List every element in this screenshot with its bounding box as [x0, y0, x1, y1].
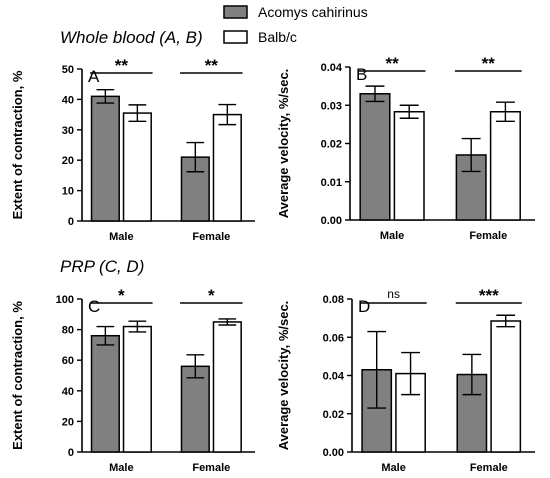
significance-label: ** [385, 54, 399, 73]
y-tick-label: 0 [68, 447, 74, 459]
bar [90, 334, 120, 453]
y-axis-label: Average velocity, %/sec. [276, 69, 291, 219]
bar [489, 111, 521, 221]
legend-swatch-balbc [223, 30, 248, 44]
x-tick-label: Male [381, 462, 405, 474]
legend: Acomys cahirinus Balb/c [223, 4, 368, 45]
x-tick-label: Female [470, 462, 508, 474]
legend-swatch-acomys [223, 5, 248, 19]
bar [359, 93, 391, 221]
significance-label: ** [482, 54, 496, 73]
x-tick-label: Female [192, 231, 230, 243]
y-tick-label: 20 [62, 416, 74, 428]
significance-label: * [208, 286, 215, 305]
y-tick-label: 80 [62, 325, 74, 337]
y-axis-label: Extent of contraction, % [10, 70, 25, 219]
y-tick-label: 40 [62, 386, 74, 398]
legend-label-acomys: Acomys cahirinus [258, 4, 368, 20]
y-tick-label: 0.01 [321, 177, 342, 189]
bar [490, 320, 522, 453]
y-tick-label: 0.00 [321, 215, 342, 227]
section-title-whole-blood: Whole blood (A, B) [60, 28, 203, 47]
x-tick-label: Male [109, 231, 133, 243]
bar [212, 321, 242, 453]
y-tick-label: 30 [62, 125, 74, 137]
bar [180, 365, 210, 453]
x-tick-label: Male [109, 462, 133, 474]
x-tick-label: Female [469, 230, 507, 242]
y-tick-label: 0.08 [323, 294, 344, 306]
y-tick-label: 0.02 [323, 409, 344, 421]
y-tick-label: 0.02 [321, 139, 342, 151]
panel-c: 0 20 40 60 80 100 Extent of contraction, % C Mal… [10, 286, 255, 474]
panel-d: 0.00 0.02 0.04 0.06 0.08 Average velocity, %/… [276, 286, 535, 474]
panel-b: 0.00 0.01 0.02 0.03 0.04 Average velocity, %/… [276, 54, 535, 242]
y-tick-label: 100 [56, 294, 74, 306]
section-title-prp: PRP (C, D) [60, 257, 144, 276]
panel-label: B [356, 65, 367, 84]
y-tick-label: 10 [62, 186, 74, 198]
x-tick-label: Male [380, 230, 404, 242]
legend-label-balbc: Balb/c [258, 29, 297, 45]
bar [122, 112, 152, 222]
panel-label: D [358, 297, 370, 316]
x-tick-label: Female [192, 462, 230, 474]
y-axis-label: Extent of contraction, % [10, 301, 25, 450]
y-tick-label: 20 [62, 155, 74, 167]
y-tick-label: 0 [68, 216, 74, 228]
significance-label: * [118, 286, 125, 305]
panel-a: 0 10 20 30 40 50 Extent of contraction, % A Male… [10, 56, 255, 243]
bar [212, 113, 242, 222]
bar [393, 111, 425, 221]
significance-label: ** [115, 56, 129, 75]
significance-label: ** [205, 56, 219, 75]
significance-label: *** [479, 286, 499, 305]
y-axis-label: Average velocity, %/sec. [276, 301, 291, 451]
y-tick-label: 0.04 [321, 62, 343, 74]
significance-label: ns [387, 287, 400, 301]
bar [90, 95, 120, 222]
panel-label: C [88, 297, 100, 316]
y-tick-label: 0.06 [323, 332, 344, 344]
y-tick-label: 0.00 [323, 447, 344, 459]
y-tick-label: 50 [62, 64, 74, 76]
bar [455, 154, 487, 221]
bar [122, 325, 152, 453]
panel-label: A [88, 67, 100, 86]
y-tick-label: 0.04 [323, 371, 345, 383]
y-tick-label: 40 [62, 94, 74, 106]
y-tick-label: 60 [62, 355, 74, 367]
y-tick-label: 0.03 [321, 100, 342, 112]
